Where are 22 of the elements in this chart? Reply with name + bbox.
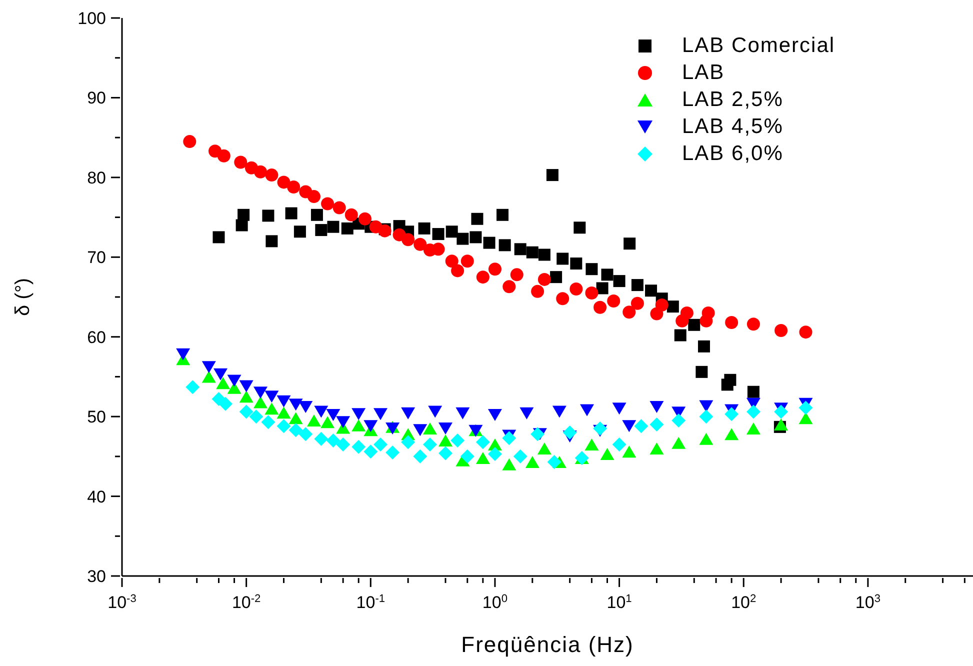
- y-tick-label: 60: [87, 328, 106, 347]
- legend-label: LAB Comercial: [682, 34, 836, 58]
- legend-label: LAB 4,5%: [682, 114, 784, 138]
- x-axis-title: Freqüência (Hz): [461, 632, 634, 657]
- legend-label: LAB: [682, 60, 725, 84]
- x-tick-label: 10$^{-1}$: [356, 593, 386, 612]
- y-tick-label: 40: [87, 487, 106, 506]
- legend-label: LAB 2,5%: [682, 88, 784, 112]
- y-tick-label: 70: [87, 248, 106, 268]
- y-tick-label: 90: [87, 88, 106, 108]
- x-tick-label: 10$^{-3}$: [108, 593, 136, 612]
- x-tick-label: 10$^{1}$: [606, 593, 632, 612]
- y-axis-title: δ (°): [12, 278, 34, 316]
- x-tick-label: 10$^{3}$: [855, 593, 880, 612]
- x-tick-label: 10$^{2}$: [731, 593, 756, 612]
- legend-label: LAB 6,0%: [682, 142, 784, 166]
- y-tick-label: 30: [87, 567, 106, 586]
- x-tick-label: 10$^{-2}$: [232, 593, 261, 612]
- y-tick-label: 50: [87, 408, 106, 427]
- y-tick-label: 80: [87, 168, 106, 188]
- x-tick-label: 10$^{0}$: [482, 593, 508, 612]
- y-tick-label: 100: [78, 9, 106, 28]
